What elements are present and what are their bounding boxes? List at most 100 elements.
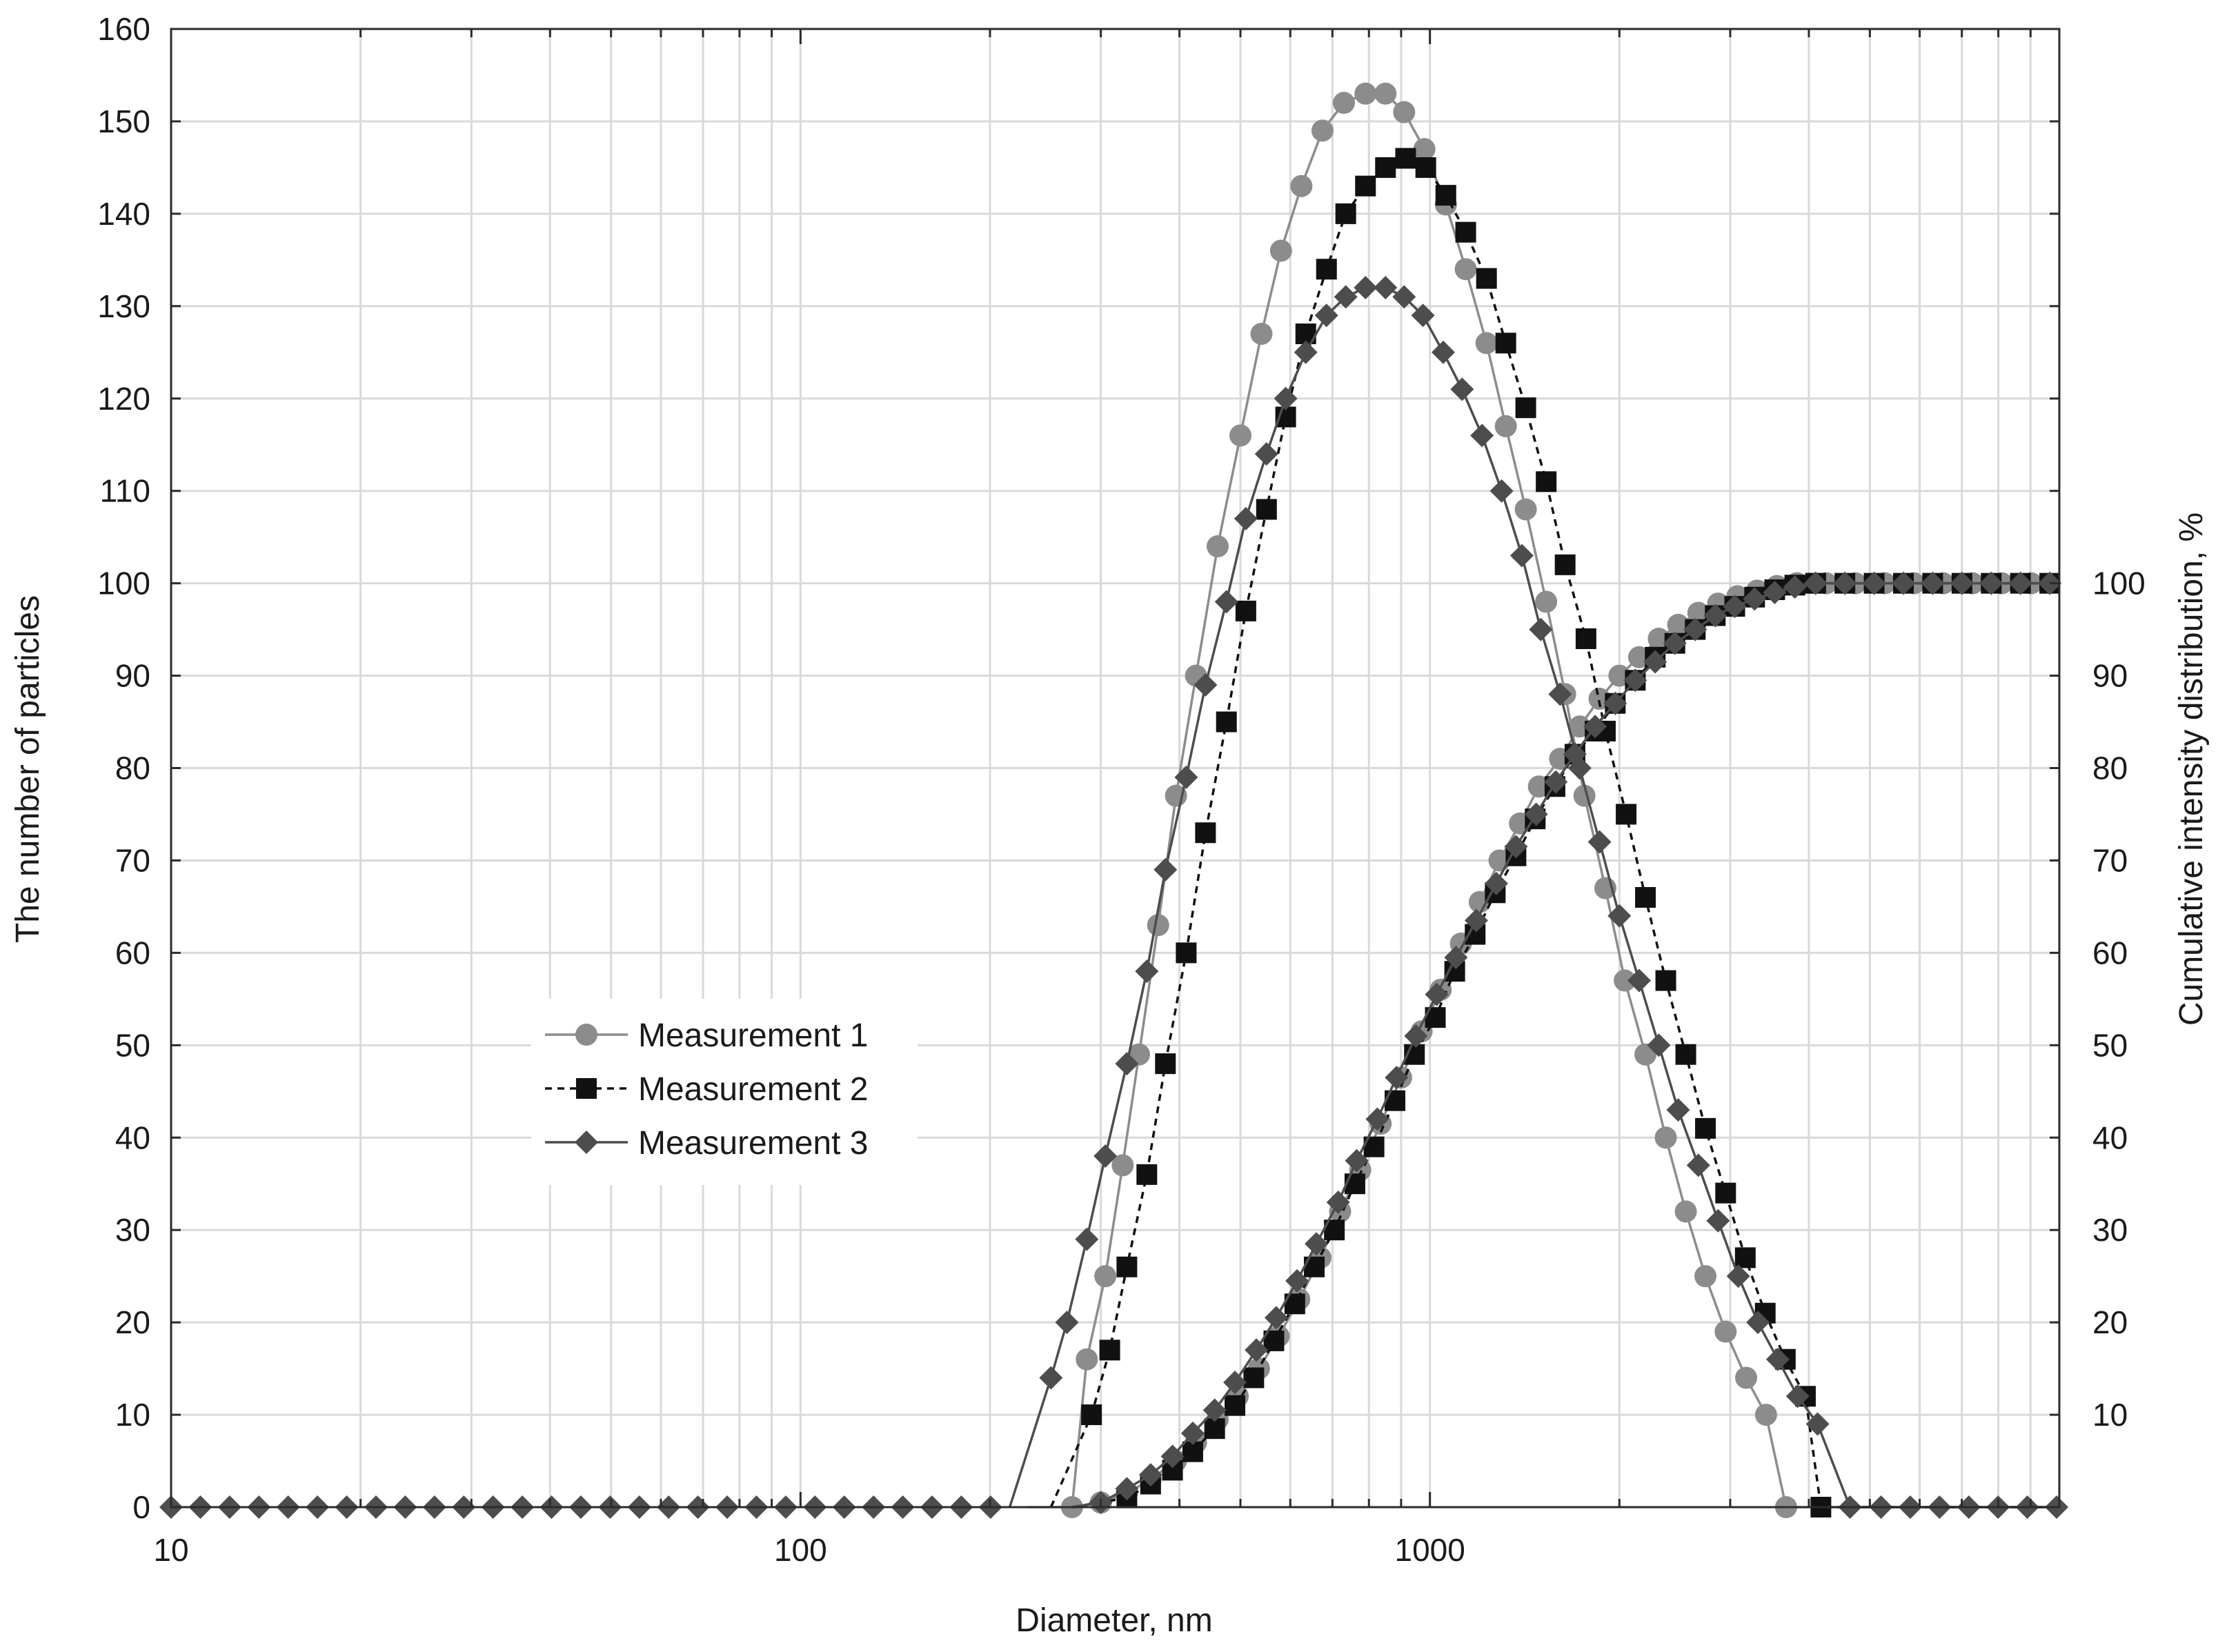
y-tick-label: 10 — [115, 1397, 150, 1433]
distribution-marker-1 — [1535, 590, 1557, 613]
y2-tick-label: 30 — [2092, 1212, 2128, 1248]
distribution-marker-2 — [1456, 222, 1476, 243]
distribution-marker-2 — [1355, 176, 1376, 197]
y-tick-label: 20 — [115, 1304, 150, 1340]
distribution-marker-1 — [1076, 1349, 1098, 1371]
distribution-marker-2 — [1375, 157, 1396, 178]
distribution-marker-2 — [1100, 1340, 1120, 1360]
distribution-marker-2 — [1656, 971, 1676, 991]
y2-axis-title: Cumulative intensity distribution, % — [2173, 512, 2210, 1026]
distribution-marker-1 — [1290, 175, 1312, 197]
y2-tick-label: 60 — [2092, 935, 2128, 971]
distribution-marker-1 — [1495, 415, 1517, 437]
y-tick-label: 50 — [115, 1027, 150, 1063]
distribution-marker-2 — [1176, 942, 1196, 963]
distribution-marker-1 — [1515, 498, 1537, 520]
y-tick-label: 150 — [97, 103, 150, 139]
distribution-marker-1 — [1374, 83, 1396, 105]
distribution-marker-1 — [1414, 138, 1436, 160]
distribution-marker-1 — [1094, 1265, 1116, 1287]
distribution-marker-1 — [1675, 1200, 1697, 1222]
distribution-marker-1 — [1694, 1265, 1716, 1287]
cumulative-marker-2 — [1225, 1395, 1245, 1416]
distribution-marker-2 — [1195, 822, 1216, 843]
distribution-marker-1 — [1735, 1366, 1757, 1389]
distribution-marker-2 — [1116, 1257, 1137, 1277]
y-tick-label: 80 — [115, 750, 150, 786]
distribution-marker-2 — [1136, 1164, 1157, 1185]
y2-tick-label: 70 — [2092, 842, 2128, 878]
distribution-marker-1 — [1393, 101, 1415, 123]
cumulative-marker-2 — [1243, 1367, 1264, 1388]
distribution-marker-1 — [1251, 323, 1273, 345]
legend-marker-1 — [575, 1024, 597, 1046]
cumulative-marker-2 — [1385, 1091, 1405, 1111]
y2-tick-label: 20 — [2092, 1304, 2128, 1340]
y-tick-label: 60 — [115, 935, 150, 971]
distribution-marker-1 — [1311, 119, 1334, 141]
distribution-marker-2 — [1416, 157, 1436, 178]
y-tick-label: 40 — [115, 1119, 150, 1155]
x-axis-title: Diameter, nm — [1016, 1602, 1212, 1639]
y-tick-label: 120 — [97, 381, 150, 417]
distribution-marker-1 — [1655, 1126, 1677, 1148]
distribution-marker-2 — [1496, 332, 1516, 353]
x-tick-label: 1000 — [1394, 1532, 1465, 1568]
y-tick-label: 110 — [100, 473, 150, 509]
distribution-marker-1 — [1207, 535, 1229, 557]
distribution-marker-1 — [1476, 332, 1498, 354]
distribution-marker-2 — [1395, 148, 1416, 169]
distribution-marker-1 — [1270, 239, 1292, 261]
distribution-marker-1 — [1333, 92, 1355, 114]
distribution-marker-1 — [1714, 1321, 1736, 1343]
distribution-marker-2 — [1676, 1044, 1696, 1065]
x-tick-label: 10 — [153, 1532, 188, 1568]
distribution-marker-1 — [1455, 258, 1477, 280]
y2-tick-label: 10 — [2092, 1397, 2128, 1433]
distribution-marker-2 — [1536, 471, 1556, 492]
y2-tick-label: 90 — [2092, 658, 2128, 694]
distribution-marker-2 — [1476, 268, 1497, 289]
legend-marker-2 — [576, 1078, 597, 1099]
distribution-marker-2 — [1256, 499, 1277, 519]
distribution-marker-1 — [1147, 914, 1169, 936]
distribution-marker-2 — [1081, 1404, 1102, 1425]
distribution-marker-1 — [1354, 83, 1376, 105]
y-axis-title: The number of particles — [10, 595, 46, 943]
y-tick-label: 0 — [132, 1489, 150, 1525]
y-tick-label: 30 — [115, 1212, 150, 1248]
y-tick-label: 160 — [97, 11, 150, 47]
y2-tick-label: 100 — [2092, 566, 2146, 601]
y-tick-label: 90 — [115, 658, 150, 694]
legend-label-1: Measurement 1 — [638, 1017, 869, 1054]
y2-tick-label: 50 — [2092, 1027, 2128, 1063]
legend-label-3: Measurement 3 — [638, 1125, 869, 1162]
distribution-marker-2 — [1216, 712, 1237, 733]
distribution-marker-2 — [1555, 555, 1576, 575]
legend: Measurement 1 Measurement 2 Measurement 3 — [531, 999, 918, 1185]
distribution-marker-2 — [1336, 203, 1356, 224]
distribution-marker-2 — [1516, 397, 1536, 418]
distribution-marker-2 — [1155, 1053, 1176, 1074]
distribution-marker-2 — [1316, 259, 1337, 279]
y-tick-label: 130 — [97, 288, 150, 324]
distribution-marker-2 — [1635, 887, 1656, 908]
distribution-marker-2 — [1576, 628, 1596, 649]
distribution-marker-2 — [1715, 1183, 1736, 1204]
distribution-marker-2 — [1616, 804, 1636, 824]
distribution-marker-2 — [1436, 185, 1456, 206]
y-tick-label: 70 — [115, 842, 150, 878]
y2-tick-label: 40 — [2092, 1119, 2128, 1155]
y-tick-label: 100 — [97, 566, 150, 601]
distribution-marker-1 — [1229, 424, 1251, 446]
y-tick-label: 140 — [97, 196, 150, 232]
legend-label-2: Measurement 2 — [638, 1071, 869, 1108]
distribution-marker-2 — [1236, 601, 1256, 621]
y2-tick-label: 80 — [2092, 750, 2128, 786]
x-tick-label: 100 — [774, 1532, 827, 1568]
distribution-marker-2 — [1695, 1118, 1716, 1139]
distribution-marker-1 — [1755, 1404, 1777, 1426]
